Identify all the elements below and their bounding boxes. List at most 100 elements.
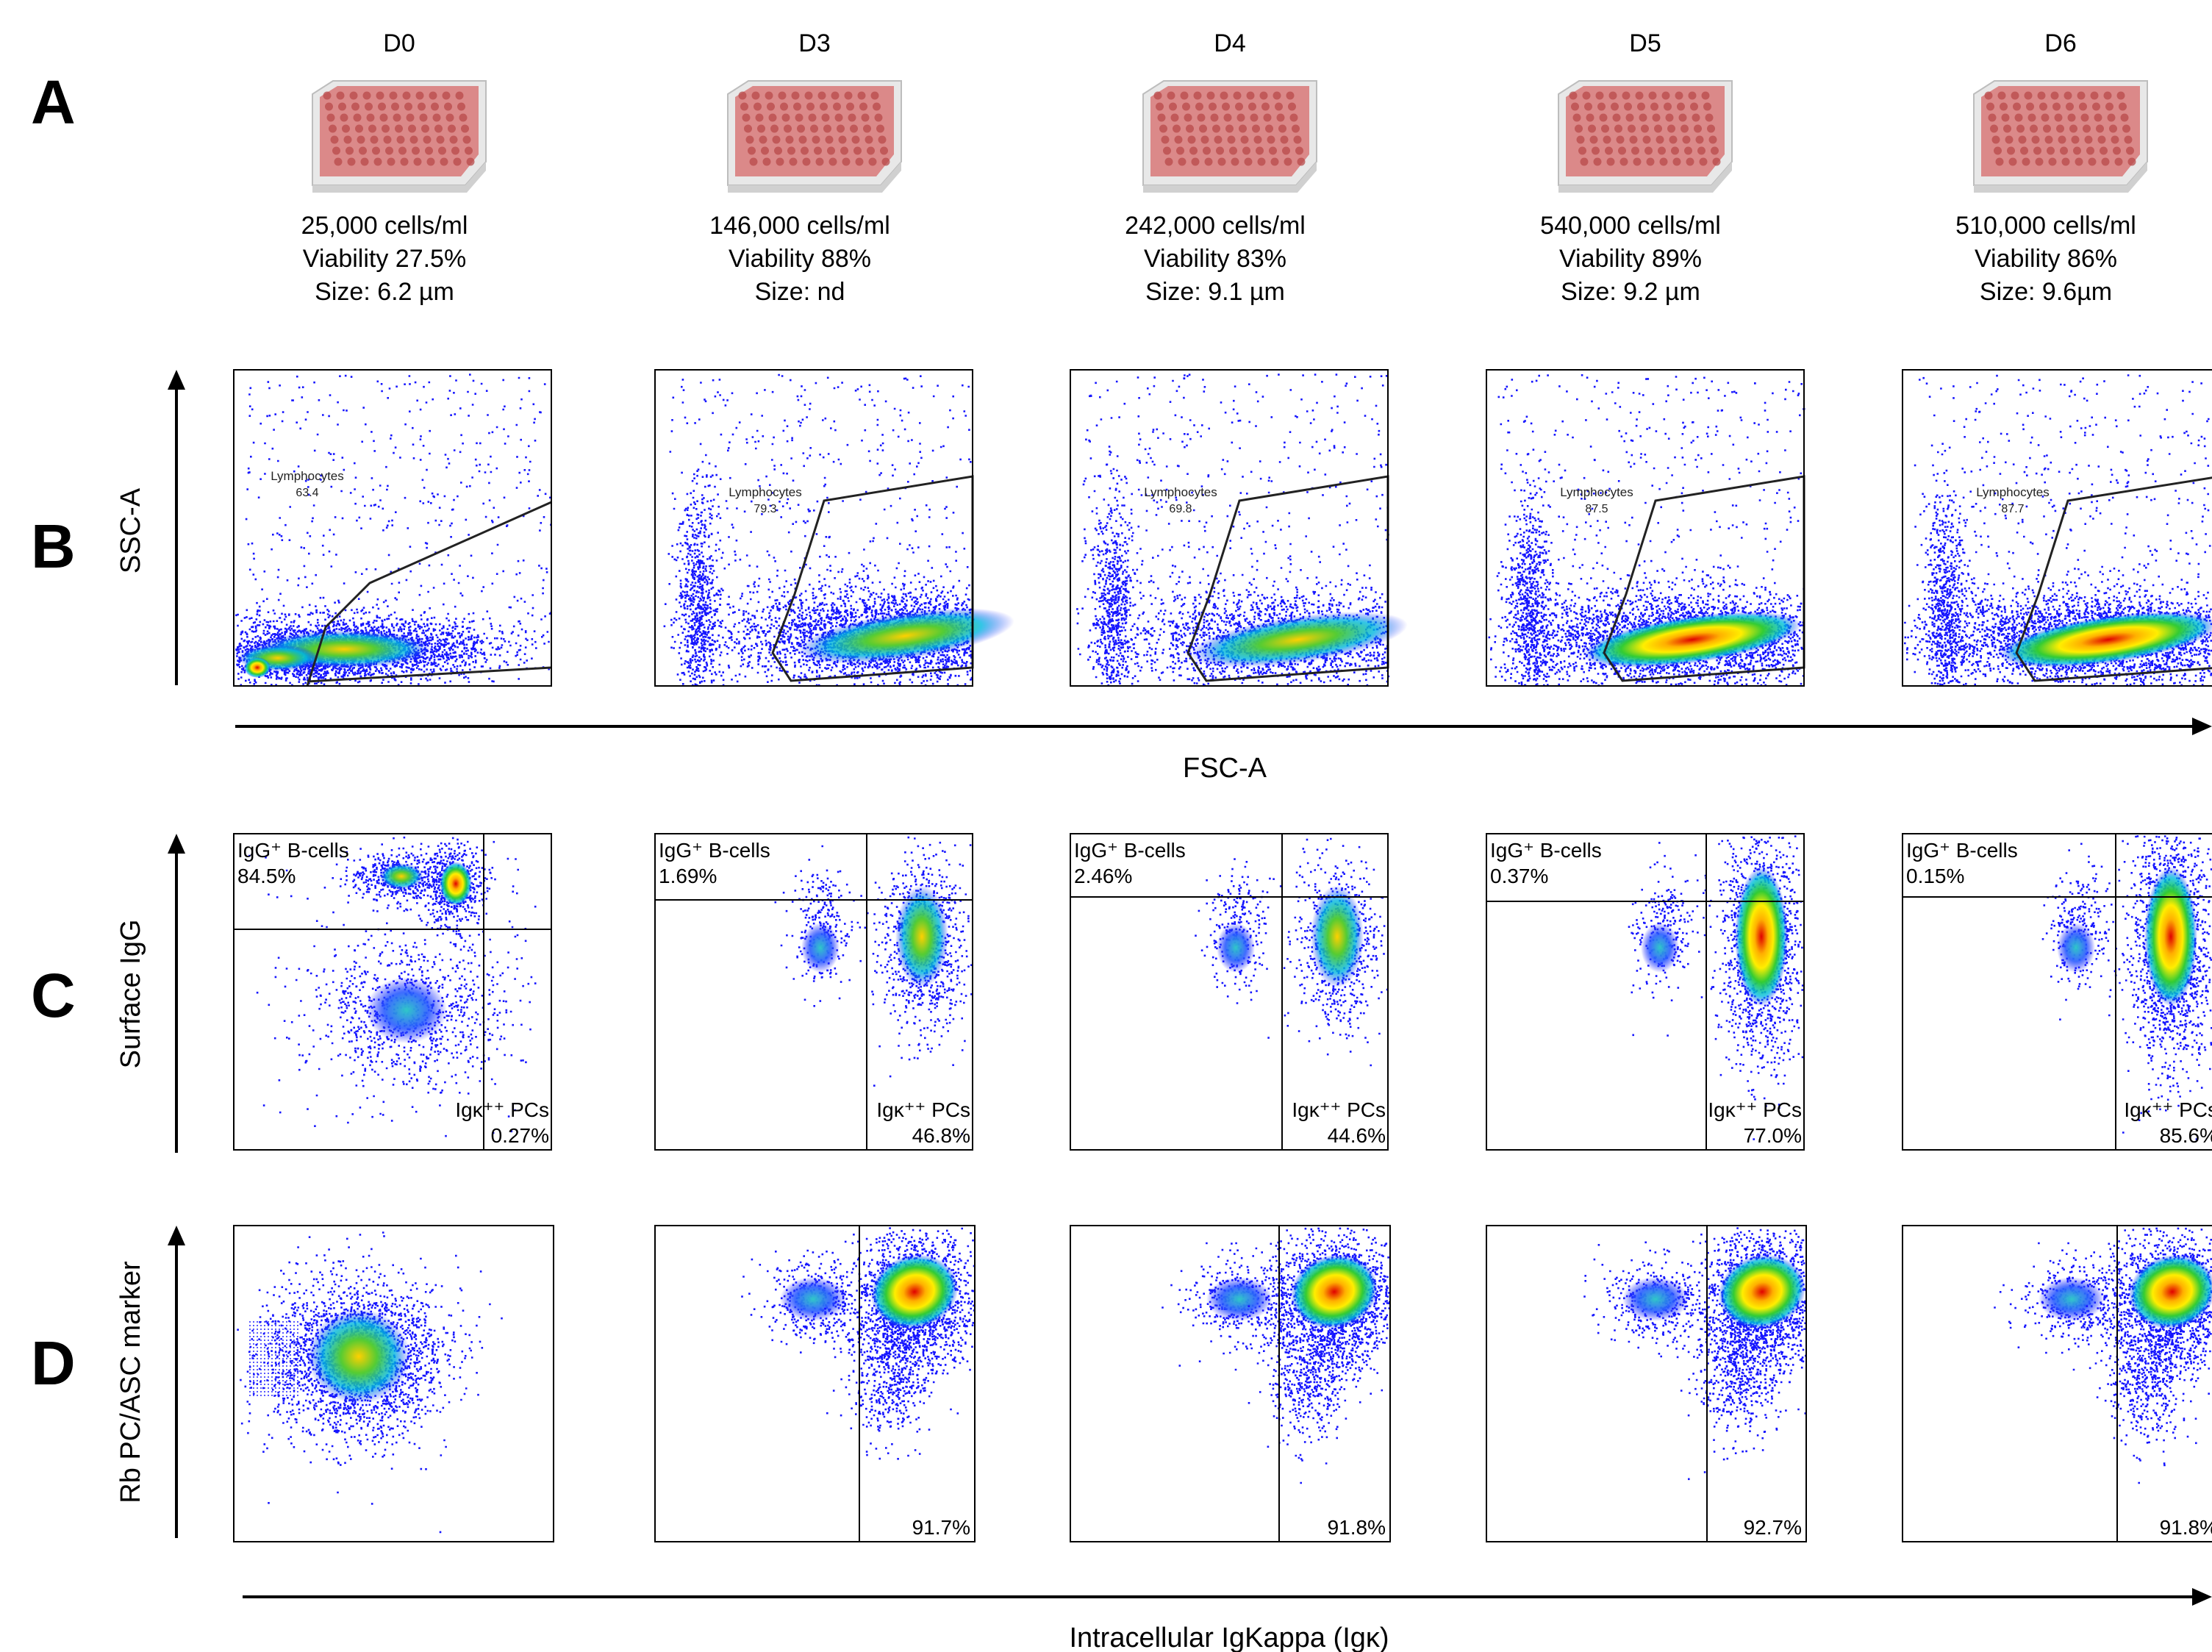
d-y-arrowhead	[168, 1226, 185, 1245]
density-core	[795, 608, 1014, 664]
gate-name-label: Lymphocytes	[271, 469, 344, 483]
density-core	[895, 885, 948, 988]
density-core	[2128, 1254, 2212, 1329]
igg-b-cells-label: IgG⁺ B-cells	[1906, 839, 2018, 862]
igg-b-cells-label: IgG⁺ B-cells	[659, 839, 770, 862]
plot-frame	[654, 1225, 976, 1542]
cell-density: 510,000 cells/ml	[1955, 212, 2136, 240]
igg-igk-plot-d4: IgG⁺ B-cells 2.46% Igκ⁺⁺ PCs 44.6%	[1070, 833, 1389, 1151]
viability: Viability 27.5%	[303, 245, 466, 273]
plot-frame	[233, 1225, 554, 1542]
cd-x-arrowhead	[2192, 1588, 2212, 1606]
rb-marker-plot-d3: 91.7%	[654, 1225, 976, 1542]
rb-marker-plot-d5: 92.7%	[1486, 1225, 1807, 1542]
density-core	[244, 657, 271, 678]
event-dots	[1084, 438, 1159, 687]
scatter-plot-d6: Lymphocytes 87.7	[1902, 369, 2212, 687]
culture-column-d4: D4 242,000 cells/ml Viability 83% Size: 9.1…	[1125, 29, 1317, 306]
density-core	[1311, 885, 1364, 988]
rb-marker-percent: 91.8%	[1328, 1516, 1386, 1539]
cell-size: Size: 6.2 µm	[315, 278, 454, 306]
event-dots	[1583, 1237, 1768, 1359]
igg-b-cells-label: IgG⁺ B-cells	[237, 839, 349, 862]
cell-size: Size: 9.1 µm	[1145, 278, 1285, 306]
viability: Viability 89%	[1559, 245, 1702, 273]
gate-percent: 63.4	[296, 487, 318, 499]
density-core	[379, 863, 423, 890]
igk-pc-percent: 46.8%	[912, 1124, 970, 1147]
scatter-plot-d4: Lymphocytes 69.8	[1070, 369, 1408, 687]
plot-frame	[233, 369, 552, 687]
igk-pc-label: Igκ⁺⁺ PCs	[876, 1098, 970, 1121]
gate-name-label: Lymphocytes	[1560, 485, 1633, 499]
d-y-axis-label: Rb PC/ASC marker	[115, 1261, 146, 1503]
igk-pc-percent: 44.6%	[1328, 1124, 1386, 1147]
well-plate-icon	[1142, 80, 1317, 193]
igk-pc-percent: 0.27%	[491, 1124, 549, 1147]
cell-density: 540,000 cells/ml	[1540, 212, 1721, 240]
density-core	[1718, 1254, 1806, 1329]
plot-frame	[1486, 833, 1805, 1151]
gate-percent: 69.8	[1169, 503, 1192, 515]
plot-frame	[1902, 833, 2212, 1151]
b-y-arrowhead	[168, 370, 185, 390]
panel-letter-a: A	[31, 68, 76, 137]
event-dots	[663, 562, 973, 687]
gate-name-label: Lymphocytes	[1976, 485, 2050, 499]
plot-frame	[1902, 1225, 2212, 1542]
row-a-culture-info: D0 25,000 cells/ml Viability 27.5% Size: 6.…	[301, 29, 2148, 306]
density-core	[1189, 612, 1408, 668]
scatter-plot-d3: Lymphocytes 79.3	[654, 369, 1014, 687]
gate-percent: 87.7	[2001, 503, 2024, 515]
igk-pc-label: Igκ⁺⁺ PCs	[1292, 1098, 1386, 1121]
plot-frame	[1070, 833, 1389, 1151]
event-dots	[1497, 451, 1560, 687]
row-d-plots: 91.7% 91.8% 92.7% 91.8%	[233, 1225, 2212, 1542]
density-core	[2057, 923, 2095, 973]
culture-column-d3: D3 146,000 cells/ml Viability 88% Size: nd	[709, 29, 902, 306]
igg-b-cells-percent: 2.46%	[1074, 865, 1132, 887]
panel-letter-b: B	[31, 512, 76, 581]
density-core	[1206, 1277, 1273, 1321]
viability: Viability 83%	[1144, 245, 1286, 273]
igg-b-cells-label: IgG⁺ B-cells	[1490, 839, 1602, 862]
igg-igk-plot-d6: IgG⁺ B-cells 0.15% Igκ⁺⁺ PCs 85.6%	[1902, 833, 2212, 1151]
rb-marker-percent: 92.7%	[1744, 1516, 1802, 1539]
cell-size: Size: 9.2 µm	[1561, 278, 1700, 306]
c-y-axis-label: Surface IgG	[115, 920, 146, 1069]
density-core	[1583, 612, 1802, 668]
cell-density: 242,000 cells/ml	[1125, 212, 1306, 240]
igk-pc-percent: 85.6%	[2160, 1124, 2212, 1147]
cell-density: 146,000 cells/ml	[709, 212, 890, 240]
plot-frame	[233, 833, 552, 1151]
scatter-plot-d5: Lymphocytes 87.5	[1486, 369, 1805, 687]
event-dots	[237, 1231, 503, 1534]
well-plate-icon	[312, 80, 487, 193]
panel-letter-d: D	[31, 1329, 76, 1398]
igg-igk-plot-d0: IgG⁺ B-cells 84.5% Igκ⁺⁺ PCs 0.27%	[233, 833, 552, 1151]
b-x-arrowhead	[2192, 718, 2212, 735]
well-plate-icon	[1558, 80, 1733, 193]
density-core	[366, 977, 447, 1043]
density-core	[1735, 867, 1788, 1006]
igg-b-cells-percent: 0.37%	[1490, 865, 1548, 887]
igg-igk-plot-d3: IgG⁺ B-cells 1.69% Igκ⁺⁺ PCs 46.8%	[654, 833, 973, 1151]
plot-frame	[1486, 369, 1805, 687]
igg-b-cells-percent: 84.5%	[237, 865, 296, 887]
event-dots	[1914, 443, 1984, 686]
event-dots	[671, 418, 725, 687]
plot-frame	[1486, 1225, 1807, 1542]
igg-b-cells-label: IgG⁺ B-cells	[1074, 839, 1186, 862]
igg-igk-plot-d5: IgG⁺ B-cells 0.37% Igκ⁺⁺ PCs 77.0%	[1486, 833, 1805, 1151]
density-core	[307, 1309, 410, 1404]
density-core	[1622, 1277, 1689, 1321]
density-core	[2144, 867, 2197, 1006]
scatter-plot-d0: Lymphocytes 63.4	[233, 369, 552, 687]
day-label: D3	[798, 29, 830, 57]
cd-x-axis-label: Intracellular IgKappa (Igκ)	[1069, 1623, 1389, 1652]
day-label: D4	[1214, 29, 1245, 57]
lymphocyte-gate	[2015, 476, 2212, 682]
density-core	[801, 923, 840, 973]
igg-b-cells-percent: 0.15%	[1906, 865, 1964, 887]
